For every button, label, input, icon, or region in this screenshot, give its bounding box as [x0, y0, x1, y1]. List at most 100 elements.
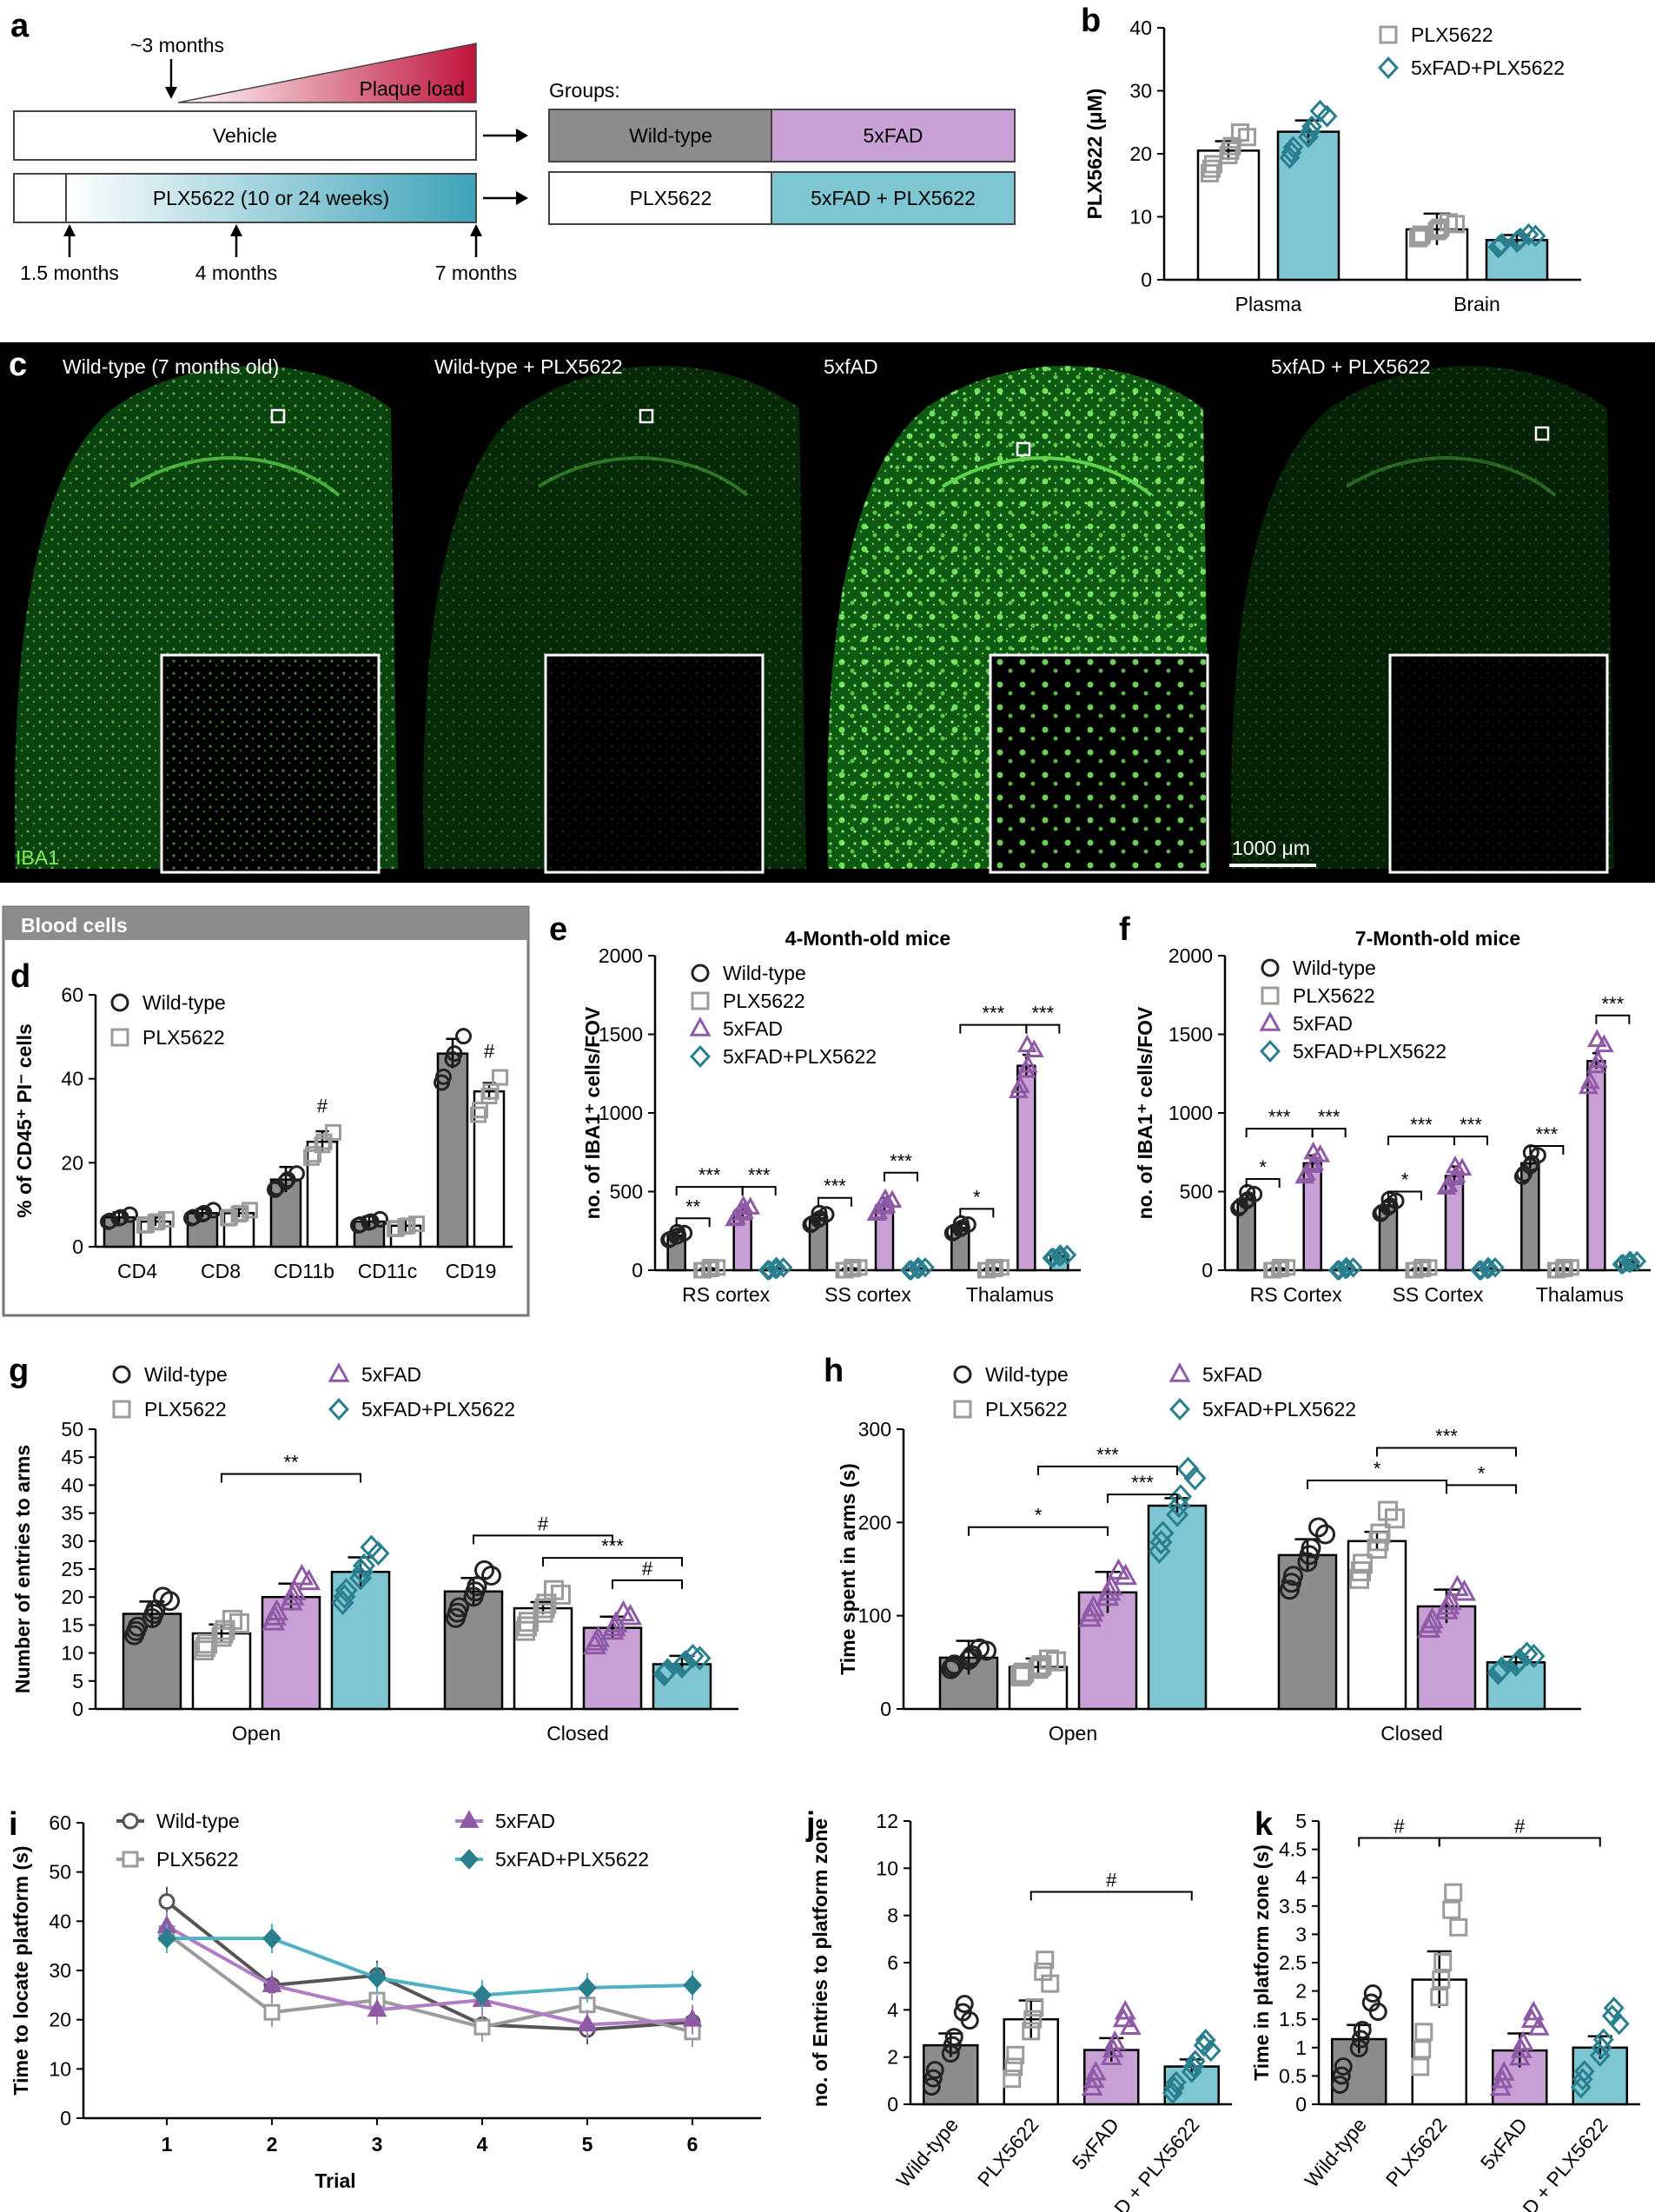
panel-i-series-line	[165, 1900, 693, 2032]
panel-h-ytick-label: 100	[858, 1605, 891, 1627]
panel-j-xtick-label: 5xFAD	[1068, 2114, 1123, 2175]
marker	[1363, 1984, 1382, 2003]
panel-b-ytick-label: 10	[1129, 206, 1152, 228]
panel-k-ytick-label: 1.5	[1279, 2008, 1307, 2030]
panel-e-xtick-label: RS cortex	[682, 1283, 770, 1306]
marker	[1593, 1034, 1614, 1053]
marker	[459, 1810, 480, 1828]
panel-h-legend-label: Wild-type	[985, 1363, 1069, 1386]
panel-g-sig: #	[642, 1558, 653, 1580]
panel-j-ylabel: no. of Entries to platform zone	[809, 1818, 831, 2107]
pre-treatment-box	[13, 173, 67, 223]
marker	[691, 991, 710, 1010]
marker	[1608, 2012, 1630, 2036]
panel-g-bar	[582, 1626, 643, 1711]
panel-f-sig: ***	[1601, 993, 1624, 1015]
timepoint-label: 4 months	[195, 262, 278, 284]
marker	[962, 1645, 983, 1666]
groups-title: Groups:	[549, 79, 620, 102]
panel-d-xtick-label: CD11c	[358, 1260, 418, 1282]
panel-f-sig: ***	[1535, 1123, 1558, 1145]
marker	[1361, 1993, 1380, 2012]
marker	[194, 1640, 214, 1661]
marker	[112, 1365, 131, 1384]
panel-f-legend-label: PLX5622	[1293, 984, 1375, 1007]
panel-h-sig: *	[1478, 1462, 1486, 1484]
inset-texture	[163, 657, 377, 871]
marker	[467, 1576, 487, 1597]
panel-b-legend-label: 5xFAD+PLX5622	[1411, 56, 1565, 79]
roi-box	[1016, 441, 1031, 457]
marker	[1431, 218, 1450, 237]
panel-g-ytick-label: 20	[61, 1586, 83, 1608]
marker	[112, 1209, 129, 1226]
marker	[399, 1217, 416, 1235]
marker	[1522, 1643, 1546, 1669]
marker	[1296, 1162, 1317, 1182]
marker	[1603, 1997, 1625, 2020]
marker	[909, 1256, 928, 1278]
panel-j-ytick-label: 0	[887, 2093, 898, 2116]
marker	[943, 2036, 962, 2055]
marker	[305, 1146, 321, 1163]
marker	[656, 1658, 679, 1683]
marker	[229, 1613, 249, 1633]
marker	[1050, 1244, 1070, 1265]
timepoint-label: 7 months	[435, 262, 518, 284]
panel-e-legend-label: PLX5622	[723, 990, 805, 1012]
panel-k-ytick-label: 4	[1295, 1866, 1307, 1889]
marker	[1491, 233, 1513, 256]
marker	[702, 1258, 719, 1275]
panel-i-series-line	[166, 1924, 693, 2027]
marker	[1343, 1257, 1363, 1278]
panel-j-bracket	[1029, 1891, 1193, 1901]
marker	[1627, 1250, 1647, 1272]
marker	[158, 1210, 175, 1228]
marker	[1309, 99, 1331, 123]
marker	[185, 1209, 202, 1226]
panel-g-bracket	[612, 1579, 683, 1589]
marker	[282, 1579, 307, 1600]
panel-g-legend-label: 5xFAD+PLX5622	[361, 1398, 515, 1421]
marker	[289, 1563, 314, 1586]
plx-label: PLX5622 (10 or 24 weeks)	[153, 187, 389, 209]
marker	[1310, 1143, 1331, 1162]
panel-f-legend-label: Wild-type	[1293, 957, 1376, 979]
roi-box	[270, 408, 286, 424]
panel-i-series-line	[165, 1931, 693, 2034]
marker	[766, 1256, 786, 1278]
marker	[1184, 2050, 1206, 2073]
marker	[112, 1400, 131, 1419]
marker	[1084, 2060, 1107, 2081]
marker	[1308, 1517, 1328, 1538]
panel-d-bar	[473, 1089, 506, 1248]
panel-k-ylabel: Time in platform zone (s)	[1250, 1844, 1273, 2081]
panel-j-ytick-label: 10	[876, 1857, 898, 1879]
marker	[953, 1365, 972, 1384]
panel-g-bar	[330, 1570, 391, 1711]
panel-h-ytick-label: 0	[880, 1698, 891, 1720]
panel-j-xtick-label: Wild-type	[892, 2114, 963, 2192]
panel-f-ytick-label: 2000	[1168, 944, 1213, 967]
panel-e-sig: ***	[982, 1003, 1004, 1024]
panel-e-label: e	[549, 911, 567, 948]
panel-h-bracket	[1446, 1484, 1517, 1494]
marker	[1204, 155, 1222, 174]
group-label: 5xFAD + PLX5622	[811, 187, 976, 209]
marker	[197, 1633, 217, 1654]
marker	[1379, 25, 1398, 44]
vehicle-label: Vehicle	[213, 124, 277, 147]
marker	[372, 1210, 388, 1228]
panel-b-ylabel: PLX5622 (μM)	[1083, 89, 1106, 220]
panel-f-title: 7-Month-old mice	[1355, 927, 1520, 950]
inset-texture	[992, 657, 1206, 871]
panel-d-ytick-label: 20	[61, 1151, 83, 1174]
panel-j-ytick-label: 8	[887, 1904, 898, 1927]
marker	[1353, 1553, 1373, 1574]
marker	[242, 1202, 258, 1219]
panel-a-label: a	[10, 8, 30, 44]
marker	[1336, 1256, 1356, 1278]
panel-k-ytick-label: 5	[1295, 1810, 1307, 1832]
arrowhead-icon	[470, 224, 482, 236]
micrograph-title: Wild-type (7 months old)	[63, 355, 279, 378]
